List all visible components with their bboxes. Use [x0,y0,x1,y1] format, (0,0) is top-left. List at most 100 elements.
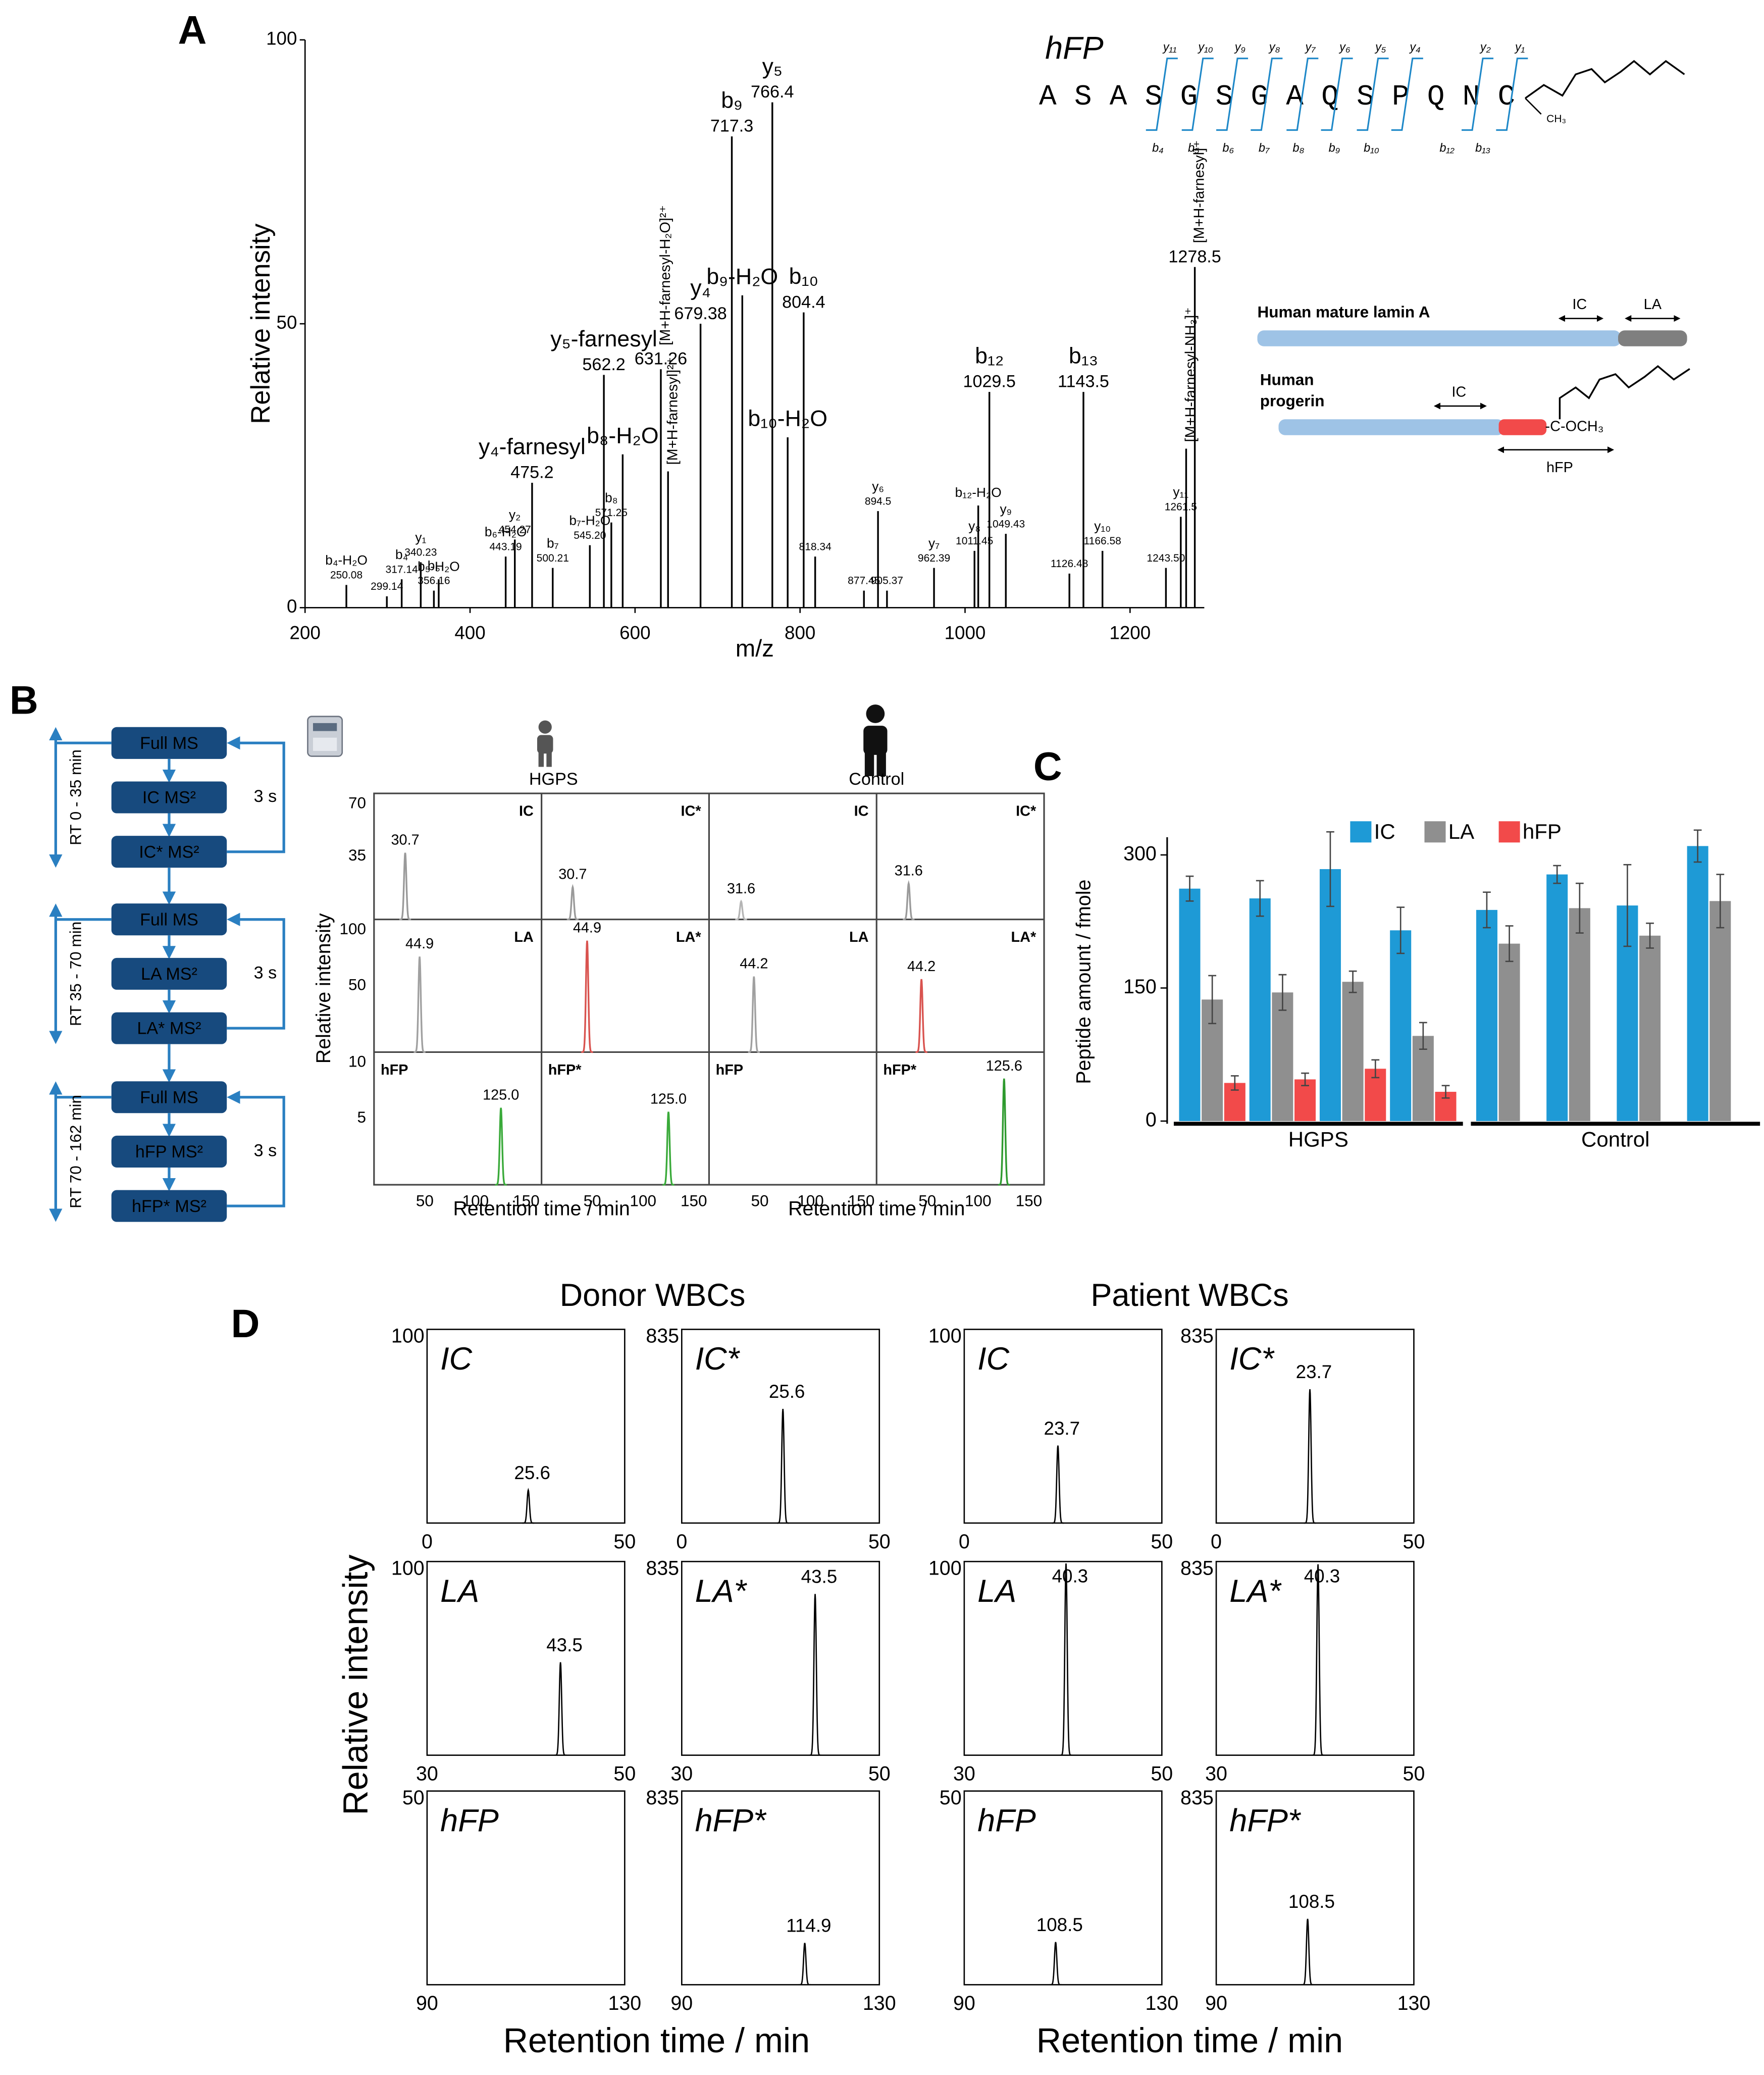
y-tick-label: 5 [357,1108,367,1126]
peak-rt-label: 44.2 [907,958,936,975]
b-ion-label: b₄ [1152,142,1164,155]
cleavage-bracket [1216,58,1249,131]
peak-mz-label: 356.16 [418,575,450,587]
chromatogram-peak [1302,1918,1314,1986]
ion-label: y₄-farnesyl [479,434,586,459]
b-ion-label: b₈ [1292,142,1304,155]
group-label: Control [1581,1128,1649,1151]
panel-label: LA [977,1574,1016,1609]
ion-label: [M+H-farnesyl-NH₃]⁺ [1183,308,1199,442]
chromatogram-peak [1052,1445,1064,1524]
y-axis-title: Relative intensity [246,223,276,424]
ion-label: y₅ [762,54,783,79]
group-label: HGPS [529,770,578,789]
ion-label: [M+H-farnesyl]²⁺ [664,357,681,465]
workflow-step-label: LA* MS² [137,1019,201,1038]
cleavage-bracket [1181,58,1214,131]
x-tick-label: 100 [797,1192,824,1210]
y-tick-label: 100 [391,1557,425,1579]
cleavage-bracket [1321,58,1353,131]
panel-frame [1215,1790,1415,1986]
peak-mz-label: 340.23 [404,547,437,559]
panel-frame [681,1560,880,1756]
peak-mz-label: 1261.5 [1165,501,1197,513]
x-tick-label: 130 [1145,1992,1178,2014]
panel-label: C [1033,744,1062,789]
panel-frame [963,1790,1163,1986]
farnesyl [1525,60,1685,99]
bar [1569,908,1590,1122]
bar [1294,1079,1316,1122]
ion-label: b₁₂ [975,344,1004,369]
peak-mz-label: 1029.5 [963,372,1015,391]
y-ion-label: y₁ [1514,41,1525,54]
bar [1709,901,1731,1122]
control-icon [863,704,888,776]
legend-label: hFP [1523,820,1562,843]
chromatogram-peak [735,899,747,921]
cell-label: LA* [1011,929,1036,945]
ion-label: [M+H-farnesyl-H₂O]²⁺ [657,205,673,345]
ion-label: b₉ [721,88,743,113]
legend-label: LA [1448,820,1474,843]
hfp-label: hFP [1546,460,1573,476]
ion-label: b₇ [547,535,559,550]
panel-label: IC* [695,1341,741,1377]
bar [1476,909,1497,1122]
peak-rt-label: 30.7 [558,866,587,882]
workflow-step [111,1190,227,1222]
peak-mz-label: 1011.45 [956,535,993,547]
x-tick-label: 1200 [1109,623,1151,643]
legend-label: IC [1374,820,1395,843]
ion-label: b₁₀-H₂O [748,407,827,431]
peak-mz-label: 766.4 [751,82,794,102]
bar [1319,869,1341,1122]
legend-swatch [1350,821,1372,843]
x-tick-label: 0 [959,1531,970,1553]
ion-label: y₂ [509,507,521,522]
panel-frame [1215,1560,1415,1756]
peak-rt-label: 40.3 [1304,1565,1340,1586]
peak-mz-label: 571.25 [595,507,628,519]
x-axis-title: Retention time / min [1036,2021,1343,2060]
y-axis-title: Relative intensity [336,1554,375,1815]
peak-mz-label: 475.2 [510,463,553,482]
range-label: RT 70 - 162 min [67,1095,85,1208]
x-tick-label: 150 [1016,1192,1043,1210]
peak-rt-label: 40.3 [1052,1565,1088,1586]
chromatogram-peak [915,979,927,1053]
chromatogram-peak [662,1111,675,1186]
workflow-step [111,781,227,814]
y-tick-label: 100 [928,1325,962,1347]
cycle-time: 3 s [254,1141,277,1160]
peak-rt-label: 31.6 [895,863,923,879]
bar [1498,943,1520,1122]
peak-mz-label: 804.4 [782,292,825,312]
peak-rt-label: 43.5 [546,1635,583,1655]
chromatogram-peak [809,1594,821,1756]
y-tick-label: 50 [402,1787,425,1809]
y-tick-label: 100 [339,920,366,938]
peak-mz-label: 250.08 [330,570,362,581]
x-tick-label: 50 [584,1192,601,1210]
ion-label: y₆ [872,479,884,494]
cleavage-bracket [1251,58,1283,131]
workflow-step-label: Full MS [140,910,198,929]
y-tick-label: 70 [348,793,366,812]
panel-frame [681,1329,880,1524]
b-ion-label: b₉ [1329,142,1340,155]
ion-label: y₇ [928,535,940,550]
instrument-icon [307,716,343,757]
y-tick-label: 835 [646,1787,679,1809]
lamin-a-bar [1257,330,1621,346]
workflow-step-label: hFP MS² [135,1142,203,1161]
ion-label: y₅-farnesyl [550,327,657,351]
cleavage-bracket [1357,58,1389,131]
x-tick-label: 0 [422,1531,433,1553]
peak-rt-label: 114.9 [786,1915,831,1936]
peak-mz-label: 562.2 [582,355,625,374]
residue: Q [1427,81,1445,114]
y-tick-label: 835 [646,1325,679,1347]
